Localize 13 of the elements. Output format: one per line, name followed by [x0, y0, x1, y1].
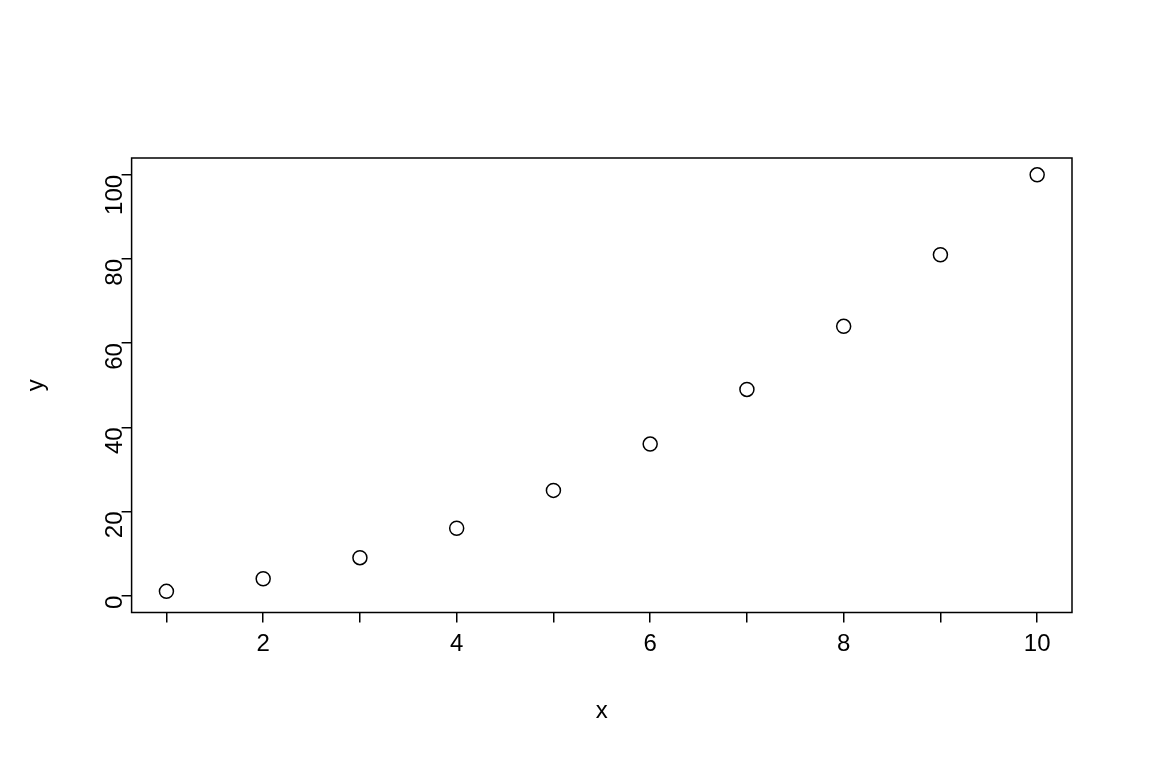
y-tick-label: 80 [100, 258, 128, 286]
x-tick-label: 2 [256, 629, 270, 657]
x-tick-label: 6 [643, 629, 657, 657]
x-tick-label: 10 [1023, 629, 1051, 657]
y-tick-label: 20 [100, 511, 128, 539]
y-axis-title: y [21, 379, 49, 392]
y-tick-label: 100 [100, 174, 128, 215]
x-tick-label: 8 [836, 629, 851, 657]
y-tick-label: 40 [100, 427, 128, 454]
x-tick-label: 4 [450, 629, 464, 657]
y-tick-label: 0 [100, 595, 128, 609]
x-axis-title: x [595, 696, 608, 724]
y-tick-label: 60 [100, 343, 128, 370]
